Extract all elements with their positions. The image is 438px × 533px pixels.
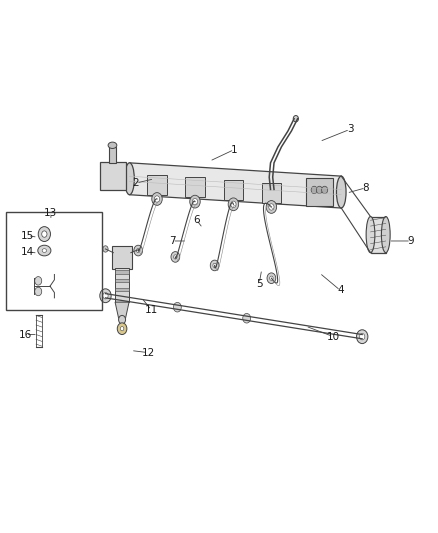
- Circle shape: [171, 252, 180, 262]
- Circle shape: [117, 323, 127, 335]
- Circle shape: [173, 255, 177, 259]
- Polygon shape: [115, 302, 129, 318]
- Bar: [115, 279, 129, 282]
- Text: 5: 5: [256, 279, 262, 288]
- Circle shape: [136, 246, 141, 253]
- Text: 7: 7: [169, 236, 176, 246]
- Text: 1: 1: [231, 144, 237, 155]
- Ellipse shape: [38, 245, 51, 256]
- Ellipse shape: [42, 249, 46, 253]
- Polygon shape: [130, 163, 341, 208]
- Circle shape: [316, 186, 322, 193]
- Circle shape: [154, 196, 159, 202]
- FancyBboxPatch shape: [113, 246, 132, 269]
- Bar: [148, 174, 166, 195]
- Circle shape: [192, 198, 198, 205]
- Circle shape: [134, 245, 143, 256]
- Circle shape: [100, 289, 111, 303]
- Text: 12: 12: [141, 348, 155, 358]
- Bar: [262, 182, 281, 203]
- Circle shape: [103, 293, 108, 299]
- Circle shape: [210, 260, 219, 271]
- Text: 11: 11: [145, 305, 158, 315]
- Bar: [224, 180, 243, 200]
- Circle shape: [266, 200, 277, 213]
- Circle shape: [213, 263, 216, 268]
- Circle shape: [152, 192, 162, 205]
- Bar: [115, 288, 129, 292]
- Text: 2: 2: [133, 178, 139, 188]
- Bar: [6, 212, 102, 310]
- Circle shape: [243, 313, 251, 323]
- Circle shape: [228, 198, 239, 211]
- Bar: [115, 270, 129, 274]
- Circle shape: [38, 227, 50, 241]
- Ellipse shape: [366, 216, 375, 253]
- Circle shape: [190, 195, 200, 208]
- Text: 9: 9: [408, 236, 414, 246]
- Text: 16: 16: [19, 329, 32, 340]
- Ellipse shape: [108, 142, 117, 149]
- Circle shape: [311, 186, 317, 193]
- FancyBboxPatch shape: [306, 178, 332, 206]
- Bar: [185, 177, 205, 197]
- Text: 6: 6: [193, 215, 200, 225]
- Text: 8: 8: [362, 183, 369, 193]
- Circle shape: [231, 201, 236, 207]
- Text: 13: 13: [44, 208, 57, 219]
- Circle shape: [267, 273, 276, 284]
- Circle shape: [269, 204, 274, 210]
- Circle shape: [103, 246, 108, 252]
- Polygon shape: [371, 216, 386, 253]
- Circle shape: [173, 302, 181, 312]
- Circle shape: [360, 334, 365, 340]
- Circle shape: [270, 276, 273, 280]
- Text: 14: 14: [21, 247, 35, 256]
- Bar: [115, 268, 129, 302]
- Text: 4: 4: [337, 286, 344, 295]
- Circle shape: [35, 277, 42, 285]
- Text: 10: 10: [327, 332, 340, 342]
- Circle shape: [357, 330, 368, 344]
- Text: 3: 3: [346, 124, 353, 134]
- Circle shape: [137, 248, 140, 253]
- FancyBboxPatch shape: [100, 162, 127, 190]
- Circle shape: [293, 116, 298, 122]
- Circle shape: [35, 287, 42, 296]
- Text: 15: 15: [21, 231, 35, 241]
- Ellipse shape: [381, 216, 390, 253]
- Circle shape: [42, 231, 47, 237]
- Circle shape: [120, 327, 124, 331]
- Ellipse shape: [125, 163, 134, 195]
- Circle shape: [119, 316, 126, 324]
- Ellipse shape: [336, 176, 346, 208]
- Polygon shape: [109, 147, 116, 163]
- Circle shape: [321, 186, 328, 193]
